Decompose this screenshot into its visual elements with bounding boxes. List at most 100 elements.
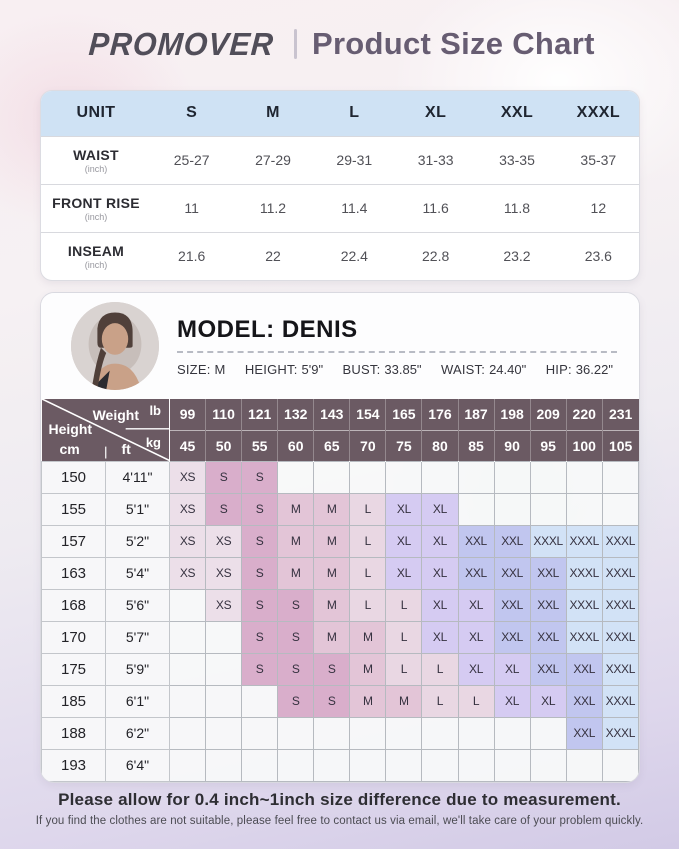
size-cell-empty bbox=[385, 748, 423, 782]
size-cell: XS bbox=[168, 556, 207, 590]
size-cell-empty bbox=[168, 748, 207, 782]
weight-lb-header-cell: 231 bbox=[601, 399, 639, 430]
size-cell: XXL bbox=[529, 620, 567, 654]
size-cell: XXL bbox=[565, 684, 603, 718]
cm-unit-label: cm bbox=[59, 440, 80, 457]
measurement-value: 35-37 bbox=[580, 152, 617, 168]
size-cell: XL bbox=[385, 524, 423, 558]
size-cell: XXL bbox=[457, 524, 495, 558]
size-cell: L bbox=[385, 588, 423, 622]
weight-lb-header-cell: 121 bbox=[241, 399, 278, 430]
size-cell: XL bbox=[493, 684, 531, 718]
weight-kg-header-cell: 90 bbox=[493, 429, 531, 461]
measurement-label: WAIST bbox=[73, 146, 119, 163]
weight-kg-header-cell: 60 bbox=[277, 429, 314, 461]
size-column-header: L bbox=[313, 91, 395, 136]
model-stat-value: 36.22" bbox=[575, 361, 613, 377]
unit-column-header: UNIT bbox=[41, 91, 151, 136]
size-cell: S bbox=[241, 556, 279, 590]
size-cell: XXXL bbox=[601, 716, 639, 750]
size-cell: XL bbox=[457, 652, 495, 686]
size-cell: M bbox=[313, 492, 351, 526]
weight-kg-header-cell: 100 bbox=[565, 429, 603, 461]
model-section: MODEL: DENIS SIZE: M HEIGHT: 5'9" BUST: 33.85… bbox=[41, 293, 639, 399]
weight-lb-header-cell: 220 bbox=[565, 399, 603, 430]
measurement-value: 11 bbox=[184, 200, 199, 216]
page-title: Product Size Chart bbox=[311, 26, 595, 61]
size-cell: M bbox=[313, 556, 351, 590]
measurement-value: 31-33 bbox=[417, 152, 454, 168]
size-cell: XXXL bbox=[601, 684, 639, 718]
size-cell: M bbox=[313, 524, 351, 558]
size-cell: XS bbox=[168, 460, 207, 494]
height-cm-cell: 185 bbox=[41, 684, 106, 718]
size-cell: S bbox=[277, 684, 315, 718]
measurement-value: 11.2 bbox=[259, 200, 287, 216]
measurement-value: 22.4 bbox=[340, 248, 368, 265]
size-cell-empty bbox=[205, 652, 243, 686]
measurement-value: 29-31 bbox=[336, 152, 373, 168]
size-cell: XXXL bbox=[601, 620, 639, 654]
size-cell-empty bbox=[313, 748, 351, 782]
height-row: 155 5'1" XS S S M M L XL XL bbox=[41, 492, 639, 526]
measurement-row-label: WAIST (inch) bbox=[41, 136, 151, 184]
height-row: 175 5'9" S S S M L L XL XL XXL XXL XXXL bbox=[41, 652, 639, 686]
height-axis-label: Height bbox=[48, 421, 93, 437]
weight-kg-header-cell: 75 bbox=[385, 429, 422, 461]
size-cell-empty bbox=[493, 492, 531, 526]
weight-kg-header-cell: 95 bbox=[529, 429, 567, 461]
height-row: 185 6'1" S S M M L L XL XL XXL XXXL bbox=[41, 684, 639, 718]
size-cell: XXL bbox=[493, 556, 531, 590]
size-cell: M bbox=[349, 684, 387, 718]
size-cell-empty bbox=[241, 716, 279, 750]
size-cell: XXXL bbox=[565, 524, 603, 558]
size-cell: XL bbox=[457, 588, 495, 622]
measurement-value: 11.6 bbox=[422, 200, 449, 216]
measurement-value: 11.8 bbox=[503, 200, 531, 216]
height-cm-cell: 175 bbox=[41, 652, 106, 686]
measurement-value: 22 bbox=[265, 248, 281, 265]
size-cell-empty bbox=[349, 716, 387, 750]
footer: Please allow for 0.4 inch~1inch size dif… bbox=[0, 790, 679, 827]
model-portrait-illustration bbox=[71, 302, 159, 390]
model-stat-value: 33.85" bbox=[384, 361, 422, 377]
size-cell: S bbox=[205, 460, 243, 494]
measurement-value: 23.2 bbox=[503, 248, 531, 265]
size-cell-empty bbox=[168, 588, 207, 622]
model-name: MODEL: DENIS bbox=[177, 315, 358, 343]
size-cell-empty bbox=[493, 716, 531, 750]
height-cm-cell: 193 bbox=[41, 748, 106, 782]
size-cell: XXL bbox=[493, 620, 531, 654]
size-cell-empty bbox=[385, 716, 423, 750]
size-cell-empty bbox=[168, 652, 207, 686]
weight-lb-header-row: Weight lb kg Height cm ft 99 110 121 132 143… bbox=[41, 399, 639, 461]
weight-kg-header-cell: 85 bbox=[457, 429, 495, 461]
model-stats: SIZE: M HEIGHT: 5'9" BUST: 33.85" WAIST: 24.40"… bbox=[177, 362, 617, 377]
size-cell: XS bbox=[205, 588, 243, 622]
size-cell: L bbox=[349, 492, 387, 526]
size-cell: S bbox=[241, 588, 279, 622]
model-info: MODEL: DENIS SIZE: M HEIGHT: 5'9" BUST: 33.85… bbox=[177, 316, 617, 377]
size-cell: L bbox=[421, 652, 459, 686]
measurement-note: Please allow for 0.4 inch~1inch size dif… bbox=[58, 790, 621, 809]
size-cell-empty bbox=[457, 716, 495, 750]
brand-logo: PROMOVER bbox=[87, 25, 276, 62]
size-cell: S bbox=[241, 652, 279, 686]
size-cell-empty bbox=[457, 748, 495, 782]
size-cell: XXL bbox=[457, 556, 495, 590]
size-matrix-table: Weight lb kg Height cm ft 99 110 121 132 143… bbox=[41, 399, 639, 782]
size-column-header: XL bbox=[394, 91, 477, 136]
model-stat-label: WAIST: bbox=[441, 361, 486, 377]
model-stat-label: SIZE: bbox=[177, 361, 211, 377]
measurement-row: FRONT RISE (inch) 11 11.2 11.4 11.6 11.8 12 bbox=[41, 184, 639, 232]
weight-lb-header-cell: 176 bbox=[421, 399, 458, 430]
weight-kg-header-cell: 70 bbox=[349, 429, 386, 461]
contact-note: If you find the clothes are not suitable… bbox=[35, 815, 644, 827]
size-cell: XXL bbox=[565, 652, 603, 686]
size-cell: L bbox=[385, 652, 423, 686]
size-cell: L bbox=[349, 588, 387, 622]
size-cell-empty bbox=[529, 716, 567, 750]
size-cell: M bbox=[277, 556, 315, 590]
size-cell: M bbox=[385, 684, 423, 718]
size-cell: L bbox=[457, 684, 495, 718]
